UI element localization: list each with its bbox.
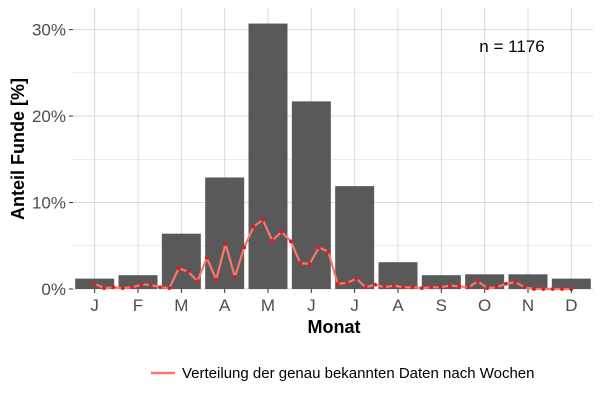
week-point-44 xyxy=(494,285,499,290)
week-point-35 xyxy=(410,285,415,290)
x-tick-label: N xyxy=(522,296,534,315)
legend-label: Verteilung der genau bekannten Daten nac… xyxy=(182,365,535,382)
bar-series xyxy=(75,23,591,289)
week-point-14 xyxy=(214,277,219,282)
weekly-line xyxy=(94,218,572,291)
week-point-4 xyxy=(120,286,125,291)
week-point-24 xyxy=(307,262,312,266)
week-point-41 xyxy=(466,285,471,290)
week-point-2 xyxy=(102,286,106,291)
x-axis-title: Monat xyxy=(308,317,361,337)
y-tick-label: 20% xyxy=(32,107,66,126)
bar-3 xyxy=(161,233,201,289)
week-point-39 xyxy=(447,283,452,288)
legend: Verteilung der genau bekannten Daten nac… xyxy=(151,365,535,382)
week-point-25 xyxy=(317,245,321,250)
week-point-5 xyxy=(130,285,134,290)
week-point-13 xyxy=(204,255,209,260)
week-point-12 xyxy=(195,279,200,284)
x-tick-label: J xyxy=(307,296,316,315)
bar-10 xyxy=(465,274,505,289)
bar-8 xyxy=(378,262,418,289)
week-point-33 xyxy=(391,283,396,288)
x-tick-label: J xyxy=(350,296,359,315)
week-point-48 xyxy=(532,287,536,291)
bar-5 xyxy=(248,23,288,289)
week-point-22 xyxy=(289,239,293,244)
week-point-29 xyxy=(354,276,359,281)
annotation-sample-size: n = 1176 xyxy=(479,37,544,56)
week-point-16 xyxy=(232,274,237,279)
bar-7 xyxy=(335,186,375,289)
week-point-38 xyxy=(438,285,443,290)
x-tick-label: A xyxy=(219,296,231,315)
week-point-6 xyxy=(139,282,144,287)
week-point-42 xyxy=(475,279,480,284)
week-point-23 xyxy=(298,261,303,265)
week-point-20 xyxy=(270,238,275,243)
week-point-15 xyxy=(223,242,228,246)
week-point-50 xyxy=(550,287,555,291)
week-point-30 xyxy=(363,285,368,290)
week-point-26 xyxy=(326,249,331,254)
x-tick-label: F xyxy=(133,296,143,315)
week-point-40 xyxy=(457,284,462,289)
x-tick-label: M xyxy=(261,296,275,315)
week-point-7 xyxy=(148,282,153,287)
week-point-11 xyxy=(186,269,191,274)
week-point-17 xyxy=(242,245,247,250)
week-point-19 xyxy=(261,217,265,222)
week-point-34 xyxy=(401,285,405,290)
week-point-46 xyxy=(513,280,518,284)
bar-12 xyxy=(551,278,591,289)
y-axis-ticks: 0% 10% 20% 30% xyxy=(32,21,73,299)
week-point-37 xyxy=(429,285,434,290)
week-point-49 xyxy=(541,287,546,291)
y-axis-title: Anteil Funde [%] xyxy=(8,78,28,220)
y-tick-label: 30% xyxy=(32,21,66,40)
x-tick-label: A xyxy=(392,296,404,315)
y-tick-label: 0% xyxy=(41,280,66,299)
week-point-8 xyxy=(158,285,162,290)
week-point-21 xyxy=(279,230,284,234)
y-tick-label: 10% xyxy=(32,194,66,213)
week-point-1 xyxy=(92,281,97,286)
x-tick-label: J xyxy=(90,296,99,315)
week-point-45 xyxy=(504,281,508,286)
week-point-51 xyxy=(560,287,564,291)
week-point-31 xyxy=(373,282,377,287)
bar-4 xyxy=(205,177,245,289)
x-tick-label: O xyxy=(478,296,491,315)
week-point-43 xyxy=(485,286,490,291)
week-point-9 xyxy=(167,286,172,291)
week-point-18 xyxy=(251,224,256,229)
x-tick-label: M xyxy=(174,296,188,315)
week-point-28 xyxy=(345,281,349,285)
x-tick-label: S xyxy=(436,296,447,315)
week-point-36 xyxy=(419,286,424,291)
week-point-47 xyxy=(522,285,527,290)
bar-11 xyxy=(508,274,548,289)
week-point-27 xyxy=(335,281,340,286)
weekly-line-series xyxy=(92,217,574,291)
x-tick-label: D xyxy=(565,296,577,315)
week-point-3 xyxy=(111,285,116,290)
week-point-32 xyxy=(382,285,387,290)
week-point-10 xyxy=(176,266,181,271)
